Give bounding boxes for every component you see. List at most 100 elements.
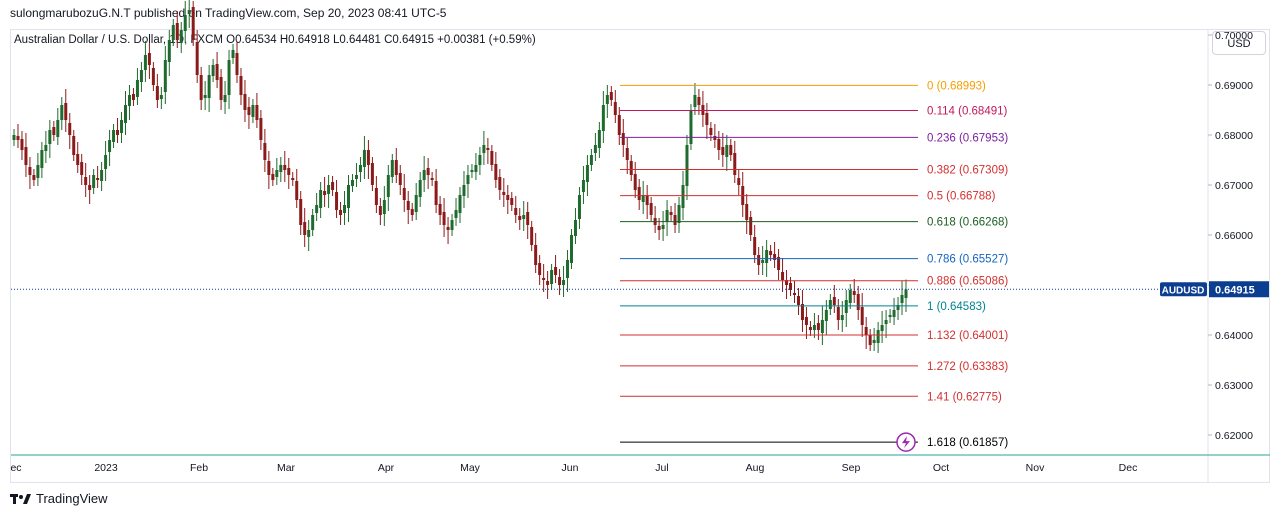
- candle-body: [223, 95, 227, 102]
- candle-body: [585, 165, 589, 182]
- candle-body: [506, 195, 510, 200]
- candle-body: [303, 222, 307, 235]
- fib-level-label: 0.114 (0.68491): [927, 105, 1008, 117]
- fib-level-label: 0.618 (0.66268): [927, 217, 1008, 229]
- candle-body: [199, 75, 203, 100]
- candle-body: [36, 165, 40, 178]
- candle-body: [681, 185, 685, 208]
- candle-body: [876, 330, 880, 343]
- candle-body: [247, 107, 251, 115]
- candle-body: [450, 220, 454, 230]
- candle-body: [191, 7, 195, 40]
- candle-body: [812, 325, 816, 330]
- candle-body: [458, 195, 462, 213]
- fib-level-label: 1.41 (0.62775): [927, 391, 1002, 403]
- candle-body: [689, 110, 693, 144]
- candle-body: [335, 192, 339, 210]
- candle-body: [781, 272, 785, 280]
- candle-body: [773, 254, 777, 260]
- y-tick-label: 0.67000: [1215, 180, 1253, 192]
- currency-button[interactable]: USD: [1212, 31, 1266, 55]
- candle-body: [577, 195, 581, 219]
- candle-body: [621, 133, 625, 145]
- candle-body: [255, 105, 259, 120]
- x-tick-label: Aug: [746, 462, 765, 474]
- candle-body: [446, 227, 450, 230]
- fib-level-label: 0.5 (0.66788): [927, 191, 996, 203]
- y-tick-label: 0.64000: [1215, 330, 1253, 342]
- candle-body: [896, 305, 900, 310]
- candle-body: [629, 161, 633, 175]
- candle-body: [402, 188, 406, 200]
- candle-body: [649, 203, 653, 215]
- candle-body: [418, 180, 422, 197]
- candle-body: [486, 148, 490, 150]
- fib-level-label: 0.382 (0.67309): [927, 165, 1008, 177]
- candle-body: [765, 250, 769, 263]
- candle-body: [840, 315, 844, 320]
- candle-body: [147, 53, 151, 65]
- candle-body: [880, 325, 884, 331]
- candle-body: [868, 335, 872, 345]
- candle-body: [283, 165, 287, 170]
- x-tick-label: ec: [10, 462, 21, 474]
- fib-level-label: 0.886 (0.65086): [927, 276, 1008, 288]
- candle-body: [40, 150, 44, 168]
- candle-body: [872, 340, 876, 343]
- candle-body: [454, 210, 458, 218]
- candle-body: [259, 118, 263, 140]
- candle-body: [243, 94, 247, 110]
- candle-body: [343, 205, 347, 213]
- candle-body: [518, 216, 522, 220]
- candle-body: [542, 278, 546, 280]
- candle-body: [104, 155, 108, 169]
- x-tick-label: Dec: [1119, 462, 1138, 474]
- x-tick-label: Apr: [378, 462, 395, 474]
- candle-body: [434, 181, 438, 205]
- candle-body: [382, 200, 386, 214]
- candle-body: [108, 140, 112, 152]
- lightning-bolt-icon: [902, 436, 910, 449]
- candle-body: [323, 191, 327, 195]
- candle-body: [633, 174, 637, 190]
- candle-body: [394, 160, 398, 175]
- candle-body: [219, 77, 223, 100]
- candle-body: [884, 320, 888, 324]
- candle-body: [410, 209, 414, 215]
- y-tick-label: 0.69000: [1215, 80, 1253, 92]
- candle-body: [76, 154, 80, 165]
- candle-body: [215, 64, 219, 80]
- candle-body: [398, 173, 402, 185]
- candle-body: [84, 177, 88, 185]
- candle-body: [56, 120, 60, 137]
- y-tick-label: 0.66000: [1215, 230, 1253, 242]
- fib-level-label: 1.618 (0.61857): [927, 437, 1008, 449]
- candle-body: [693, 95, 697, 107]
- candle-body: [589, 155, 593, 165]
- candle-body: [92, 175, 96, 188]
- y-tick-label: 0.62000: [1215, 430, 1253, 442]
- fib-level-label: 1.132 (0.64001): [927, 330, 1008, 342]
- candle-body: [673, 215, 677, 225]
- candle-body: [207, 75, 211, 98]
- candle-body: [478, 155, 482, 165]
- candle-body: [617, 115, 621, 135]
- candle-body: [725, 145, 729, 157]
- candle-body: [514, 208, 518, 215]
- candle-body: [339, 210, 343, 215]
- x-tick-label: Feb: [190, 462, 208, 474]
- candle-body: [112, 130, 116, 142]
- candle-body: [657, 226, 661, 230]
- candle-body: [159, 95, 163, 99]
- y-tick-label: 0.68000: [1215, 130, 1253, 142]
- candle-body: [721, 147, 725, 155]
- candle-body: [124, 105, 127, 123]
- candle-body: [844, 300, 848, 313]
- candle-body: [462, 185, 466, 196]
- candle-body: [175, 23, 179, 40]
- candle-body: [370, 163, 374, 185]
- candle-body: [32, 175, 36, 180]
- candle-body: [796, 296, 800, 305]
- candle-body: [733, 153, 737, 175]
- candle-body: [151, 68, 155, 85]
